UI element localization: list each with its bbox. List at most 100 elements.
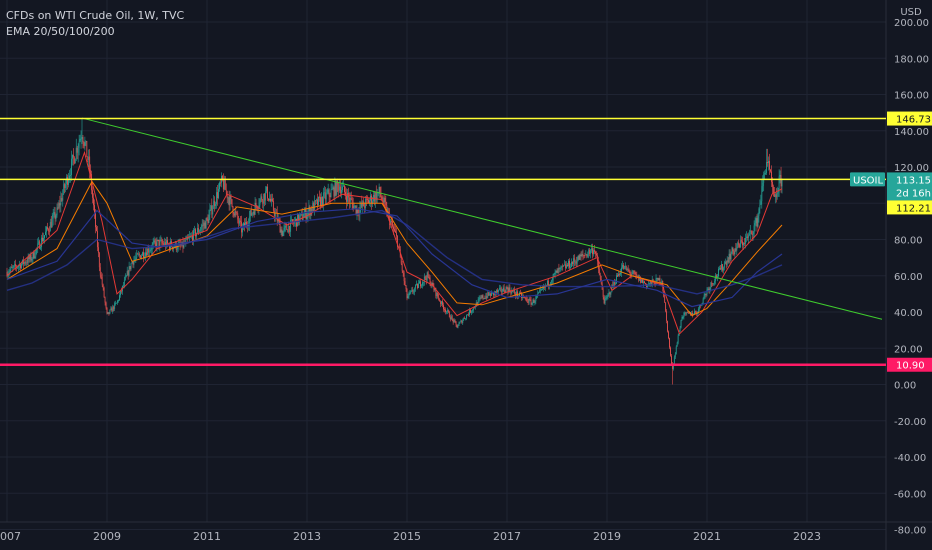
candle-body <box>110 308 112 310</box>
candle-body <box>682 316 684 318</box>
candle-body <box>776 193 778 198</box>
candle-body <box>67 177 68 185</box>
candle-body <box>295 218 296 222</box>
candle-body <box>367 198 368 200</box>
candle-body <box>58 203 60 208</box>
candle-body <box>116 302 118 304</box>
candle-body <box>648 283 650 285</box>
candle-body <box>319 196 320 198</box>
candle-body <box>120 290 121 296</box>
candle-body <box>418 283 419 288</box>
candle-body <box>435 288 437 297</box>
candle-body <box>42 237 43 242</box>
last-price-marker: USOIL 113.15 2d 16h <box>850 172 932 201</box>
bar-countdown: 2d 16h <box>896 188 931 199</box>
candle-body <box>469 309 470 315</box>
candle-body <box>723 263 725 268</box>
candle-body <box>585 254 587 256</box>
candle-body <box>726 260 728 266</box>
candle-body <box>115 303 117 304</box>
candle-body <box>621 264 623 268</box>
candle-body <box>411 289 413 291</box>
candle-body <box>307 211 309 216</box>
candle-body <box>441 301 443 304</box>
candle-body <box>625 265 627 270</box>
candle-body <box>427 272 429 278</box>
candle-body <box>734 248 736 255</box>
level-label-10-text: 10.90 <box>896 361 925 372</box>
candle-body <box>657 278 659 281</box>
candle-body <box>235 211 237 213</box>
candle-body <box>677 335 679 343</box>
candle-body <box>565 264 567 269</box>
candle-body <box>322 192 324 205</box>
candle-body <box>158 239 160 247</box>
candle-body <box>57 207 59 209</box>
candle-body <box>227 197 229 199</box>
candle-body <box>730 253 732 260</box>
candle-body <box>392 221 393 227</box>
candle-body <box>665 302 667 312</box>
candle-body <box>528 298 530 303</box>
candle-body <box>18 266 19 268</box>
candle-body <box>221 175 223 181</box>
candle-body <box>504 291 506 293</box>
candle-body <box>376 192 378 200</box>
candle-body <box>111 308 113 312</box>
candle-body <box>577 255 579 261</box>
candle-body <box>20 264 21 269</box>
candle-body <box>451 316 453 319</box>
candle-body <box>686 312 688 314</box>
candle-body <box>131 261 133 264</box>
candle-body <box>163 243 165 246</box>
candle-body <box>511 290 513 294</box>
candle-body <box>198 231 200 233</box>
candle-body <box>143 252 144 258</box>
candle-body <box>446 311 447 313</box>
candle-body <box>204 222 206 229</box>
candle-body <box>209 209 211 215</box>
candle-body <box>229 196 231 206</box>
candle-body <box>95 212 96 228</box>
candle-body <box>687 312 689 314</box>
candle-body <box>652 279 654 282</box>
candle-body <box>282 231 284 237</box>
candle-body <box>242 227 243 233</box>
candle-body <box>228 197 230 206</box>
candle-body <box>546 280 548 286</box>
candle-body <box>592 248 593 255</box>
candle-body <box>634 272 636 275</box>
candle-body <box>444 309 445 311</box>
candle-body <box>29 254 31 260</box>
candle-body <box>288 226 290 233</box>
candle-body <box>675 346 677 354</box>
candle-body <box>257 208 259 209</box>
candle-body <box>405 285 407 289</box>
candle-body <box>487 292 489 298</box>
candle-body <box>245 221 246 227</box>
candle-body <box>602 289 604 297</box>
candle-body <box>526 298 528 302</box>
candle-body <box>354 205 356 207</box>
candle-body <box>431 282 433 286</box>
price-tick-label: 120.00 <box>894 163 929 174</box>
candle-body <box>210 205 212 210</box>
candle-body <box>99 267 101 275</box>
candle-body <box>350 198 352 200</box>
candle-body <box>339 186 341 191</box>
candle-body <box>368 199 369 204</box>
candle-body <box>38 241 40 244</box>
candle-body <box>598 269 600 276</box>
candle-body <box>81 137 83 139</box>
candle-body <box>643 281 644 283</box>
candle-body <box>422 281 424 283</box>
candle-body <box>569 260 570 268</box>
candle-body <box>727 260 729 263</box>
candle-body <box>640 276 642 283</box>
candle-body <box>97 247 99 253</box>
candle-body <box>482 295 484 299</box>
candle-body <box>84 142 86 146</box>
candle-body <box>429 277 431 286</box>
candle-body <box>79 138 81 142</box>
